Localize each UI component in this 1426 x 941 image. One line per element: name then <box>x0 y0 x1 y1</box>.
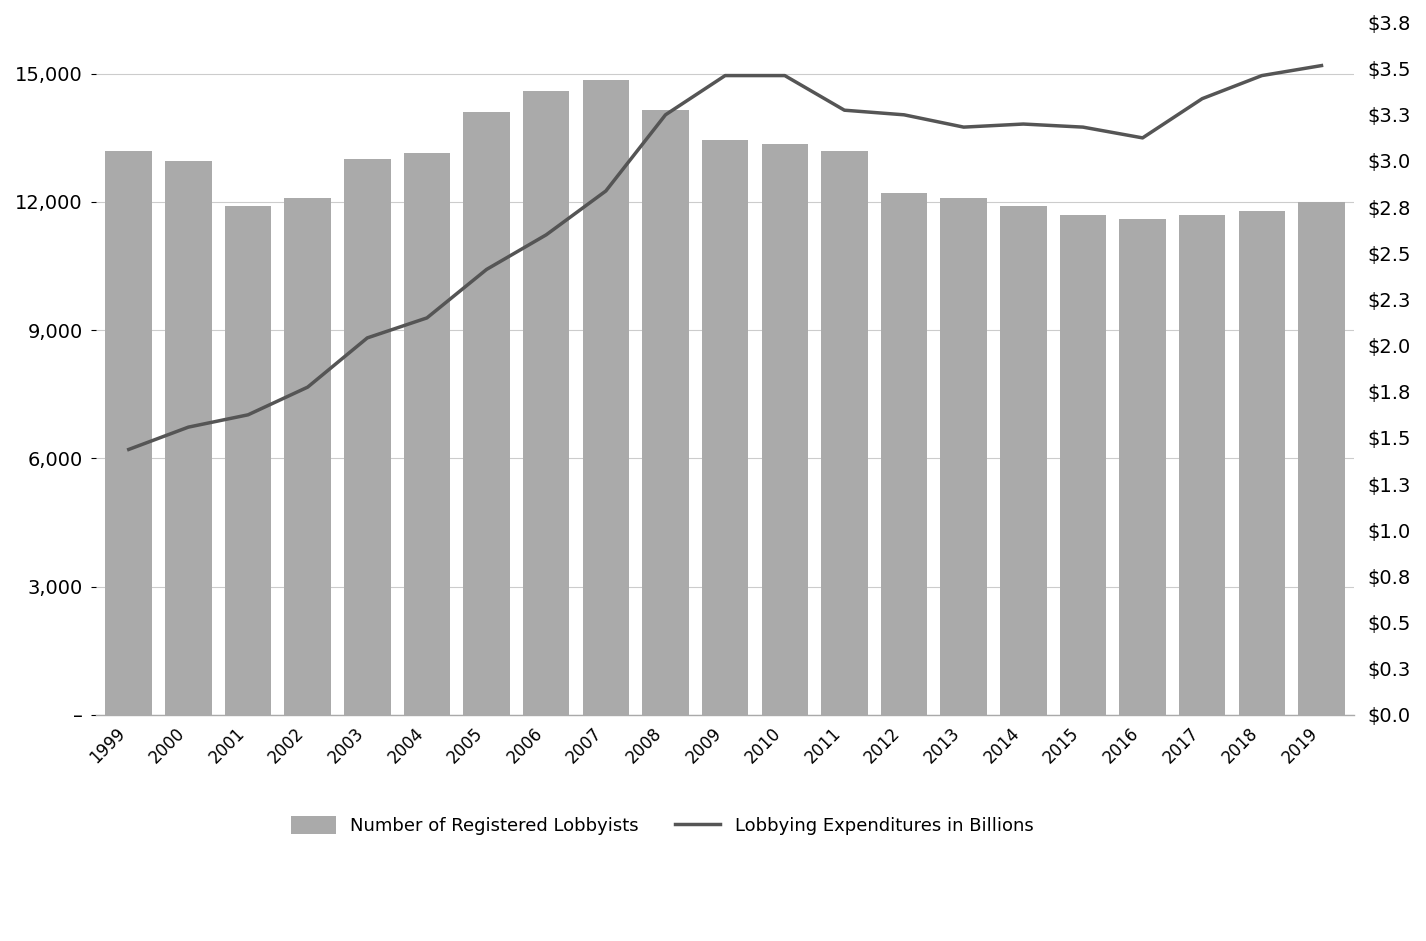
Bar <box>821 151 867 715</box>
Bar <box>940 198 987 715</box>
Bar <box>463 112 511 715</box>
Bar <box>284 198 331 715</box>
Bar <box>523 91 569 715</box>
Bar <box>404 152 451 715</box>
Bar <box>881 194 927 715</box>
Bar <box>1060 215 1107 715</box>
Bar <box>583 80 629 715</box>
Bar <box>344 159 391 715</box>
Bar <box>1179 215 1225 715</box>
Bar <box>1000 206 1047 715</box>
Bar <box>106 151 153 715</box>
Bar <box>642 110 689 715</box>
Bar <box>225 206 271 715</box>
Legend: Number of Registered Lobbyists, Lobbying Expenditures in Billions: Number of Registered Lobbyists, Lobbying… <box>282 806 1042 844</box>
Bar <box>761 144 809 715</box>
Bar <box>165 162 211 715</box>
Bar <box>702 140 749 715</box>
Bar <box>1298 202 1345 715</box>
Bar <box>1119 219 1166 715</box>
Bar <box>1239 211 1285 715</box>
